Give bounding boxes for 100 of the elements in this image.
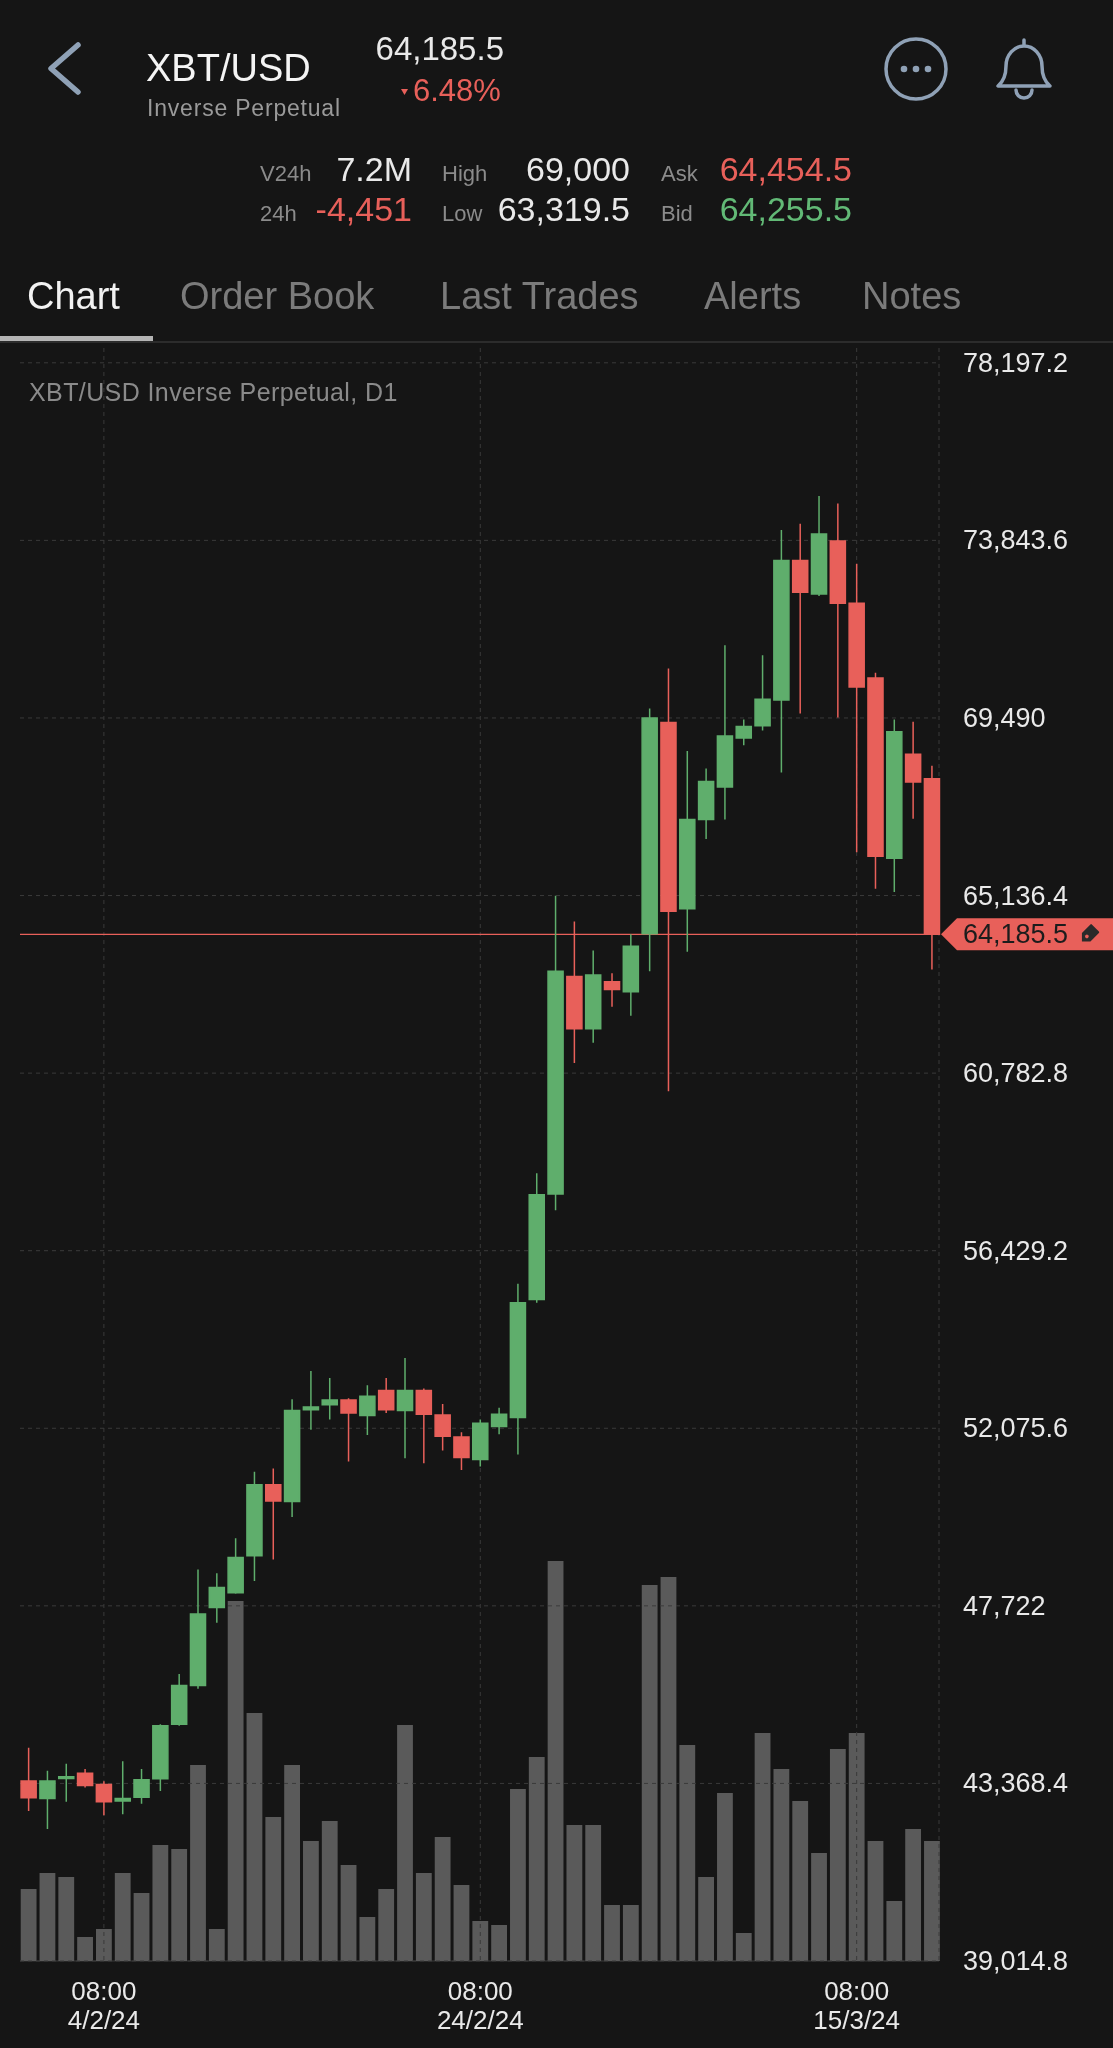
candlestick (528, 1172, 546, 1304)
text: Alerts (704, 275, 802, 317)
candlestick (547, 895, 564, 1212)
bar (641, 1585, 658, 1961)
candlestick (265, 1467, 282, 1561)
y-tick-label: 73,843.6 (963, 525, 1069, 556)
text: 6.48% (413, 73, 501, 108)
candlestick (735, 718, 753, 747)
candlestick (359, 1384, 376, 1436)
bar (547, 1561, 564, 1961)
y-tick-label: 52,075.6 (963, 1413, 1069, 1444)
bar (679, 1745, 696, 1961)
candlestick (603, 972, 621, 1008)
text: 7.2M (336, 150, 412, 188)
bar (566, 1825, 583, 1961)
bar (415, 1873, 432, 1961)
bar (303, 1841, 319, 1961)
bar (829, 1749, 846, 1961)
bar (604, 1905, 620, 1961)
bar (585, 1825, 602, 1961)
candlestick (227, 1537, 244, 1595)
bar (528, 1757, 545, 1961)
bar (96, 1929, 112, 1961)
y-tick-label: 56,429.2 (963, 1235, 1069, 1266)
y-tick-label: 47,722 (963, 1590, 1046, 1621)
text: Inverse Perpetual (147, 95, 341, 121)
bar (867, 1841, 884, 1961)
candlestick (302, 1370, 320, 1431)
text: 64,454.5 (719, 150, 852, 188)
candlestick (377, 1377, 395, 1414)
text: Last Trades (440, 275, 639, 317)
bar (792, 1801, 809, 1961)
bar (152, 1845, 169, 1961)
y-tick-label: 43,368.4 (963, 1768, 1069, 1799)
candlestick (321, 1377, 339, 1421)
candlestick (810, 495, 828, 597)
candlestick (867, 671, 884, 890)
bar (453, 1885, 470, 1961)
bar (905, 1829, 922, 1961)
bar (848, 1733, 865, 1961)
y-tick-label: 39,014.8 (963, 1946, 1069, 1976)
bar (246, 1713, 263, 1961)
bar (171, 1849, 188, 1961)
bar (39, 1873, 56, 1961)
text: -4,451 (315, 190, 412, 228)
bar (227, 1601, 244, 1961)
candlestick (415, 1387, 433, 1464)
candlestick (208, 1572, 226, 1624)
candlestick (622, 933, 640, 1017)
text: Notes (862, 275, 962, 317)
candlestick (152, 1723, 169, 1792)
candlestick (886, 718, 903, 893)
candlestick (133, 1768, 150, 1805)
text: Low (442, 201, 483, 226)
bar (77, 1937, 93, 1961)
bar (359, 1917, 376, 1961)
candlestick (509, 1282, 527, 1456)
candlestick (829, 502, 847, 719)
candlestick (95, 1780, 113, 1816)
bar (208, 1929, 225, 1961)
candlestick (679, 750, 696, 953)
text: V24h (260, 161, 312, 186)
bar (924, 1841, 940, 1961)
text: Order Book (180, 275, 376, 317)
x-tick-label: 08:00 15/3/24 (813, 1976, 901, 2035)
bar (773, 1769, 790, 1961)
bar (378, 1889, 395, 1961)
candlestick (453, 1431, 470, 1471)
candlestick (114, 1760, 131, 1816)
bar (510, 1789, 526, 1961)
candlestick (76, 1768, 94, 1789)
bar (190, 1765, 206, 1961)
bar (434, 1837, 451, 1961)
bar (284, 1765, 300, 1961)
ref-line-label: 64,185.5 (963, 919, 1069, 950)
candlestick (57, 1763, 75, 1803)
candlestick (697, 767, 715, 840)
candlestick (189, 1568, 207, 1690)
candlestick (340, 1397, 357, 1463)
bar (321, 1821, 338, 1961)
text: 64,185.5 (375, 30, 504, 67)
bar (698, 1877, 715, 1961)
bar (622, 1905, 639, 1961)
bar (717, 1793, 733, 1961)
text: 24h (260, 201, 297, 226)
candlestick (754, 654, 771, 732)
text: XBT/USD (146, 47, 311, 89)
bar (58, 1877, 75, 1961)
candlestick (773, 529, 790, 774)
candlestick (39, 1769, 56, 1830)
bar (811, 1853, 827, 1961)
y-tick-label: 78,197.2 (963, 347, 1069, 378)
text: 63,319.5 (497, 190, 630, 228)
candlestick (641, 707, 658, 972)
bar (340, 1865, 357, 1961)
text: Ask (661, 161, 699, 186)
candlestick (472, 1418, 489, 1468)
bar (735, 1933, 752, 1961)
y-tick-label: 60,782.8 (963, 1058, 1069, 1089)
candlestick (246, 1470, 263, 1582)
